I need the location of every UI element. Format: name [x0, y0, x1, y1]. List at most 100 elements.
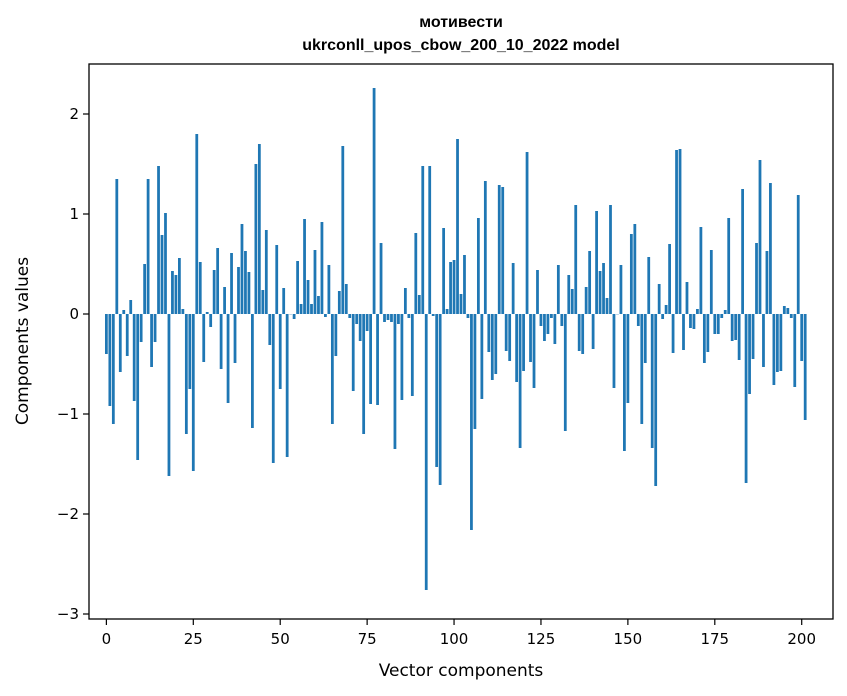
bar — [682, 314, 685, 350]
bar — [362, 314, 366, 434]
bar — [713, 314, 717, 334]
bar — [421, 166, 425, 314]
bar — [449, 262, 452, 314]
bar — [205, 312, 209, 314]
bar — [685, 282, 689, 314]
bar — [511, 263, 515, 314]
bar — [330, 314, 334, 424]
y-tick-label: −1 — [57, 405, 79, 423]
bar — [539, 314, 543, 326]
bar — [675, 150, 678, 314]
bar — [529, 314, 532, 362]
bar — [501, 187, 505, 314]
bar — [358, 314, 362, 341]
bar — [779, 314, 783, 371]
bar — [351, 314, 355, 391]
bar — [605, 298, 609, 314]
bar — [793, 314, 797, 387]
bar — [438, 314, 442, 485]
bar — [303, 219, 306, 314]
chart-title-line2: ukrconll_upos_cbow_200_10_2022 model — [302, 37, 619, 54]
bar — [487, 314, 491, 352]
bar — [282, 288, 286, 314]
bar — [313, 250, 317, 314]
bar — [275, 245, 279, 314]
y-tick-label: 2 — [69, 105, 79, 123]
bar — [650, 314, 654, 448]
x-tick-label: 200 — [787, 630, 816, 648]
bar — [463, 255, 466, 314]
bar — [442, 228, 446, 314]
bar — [136, 314, 140, 460]
bar — [428, 166, 432, 314]
bar — [212, 270, 216, 314]
bar — [233, 314, 237, 363]
bar — [237, 267, 240, 314]
y-axis-ticks: −3 −2 −1 0 1 2 — [57, 105, 89, 623]
bar — [692, 314, 696, 329]
bar — [567, 275, 571, 314]
x-tick-label: 75 — [358, 630, 377, 648]
bar — [341, 146, 345, 314]
x-tick-label: 175 — [700, 630, 729, 648]
bar — [348, 314, 352, 318]
bar — [431, 314, 435, 316]
y-tick-label: −3 — [57, 605, 79, 623]
bar — [365, 314, 369, 331]
bar — [497, 185, 501, 314]
bar — [657, 284, 661, 314]
bar — [473, 314, 477, 429]
bar — [775, 314, 779, 372]
bar — [268, 314, 272, 345]
bar — [546, 314, 550, 334]
bar — [636, 314, 640, 326]
bar — [254, 164, 258, 314]
bar — [150, 314, 153, 367]
bar — [171, 271, 174, 314]
bar — [696, 309, 699, 314]
bar — [167, 314, 171, 476]
bar — [306, 280, 310, 314]
bar — [550, 314, 553, 318]
bar — [198, 262, 202, 314]
bar — [230, 253, 233, 314]
bar — [188, 314, 192, 389]
bar — [796, 195, 800, 314]
bar — [393, 314, 397, 449]
bar — [737, 314, 741, 360]
bar — [191, 314, 195, 471]
bar — [591, 314, 595, 349]
bar — [470, 314, 473, 530]
bar — [476, 218, 480, 314]
bar — [671, 314, 675, 353]
bar — [337, 291, 341, 314]
bar — [532, 314, 536, 388]
bar — [654, 314, 658, 486]
bar — [355, 314, 359, 324]
bar — [619, 265, 623, 314]
bar — [629, 234, 633, 314]
chart-title-line1: мотивести — [419, 14, 503, 31]
bar — [598, 271, 602, 314]
y-tick-label: 0 — [69, 305, 79, 323]
bar — [623, 314, 626, 451]
bar — [122, 310, 126, 314]
bar — [730, 314, 734, 341]
bar — [577, 314, 581, 351]
bar — [407, 314, 411, 318]
bar — [699, 227, 703, 314]
bar — [480, 314, 484, 399]
bar — [292, 314, 296, 319]
bar — [372, 88, 376, 314]
bar — [296, 261, 299, 314]
bar — [216, 248, 220, 314]
bar — [543, 314, 546, 341]
bar — [324, 314, 327, 317]
bar — [414, 233, 418, 314]
bar — [602, 263, 605, 314]
bar — [483, 181, 487, 314]
bar — [702, 314, 706, 363]
bar — [678, 149, 682, 314]
bar — [261, 290, 265, 314]
